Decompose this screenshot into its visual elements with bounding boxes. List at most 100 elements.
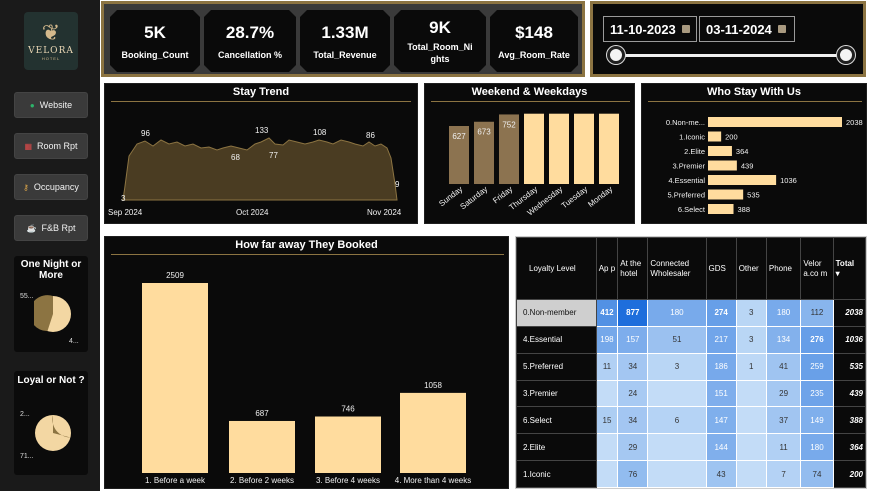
date-slider-track[interactable] — [619, 54, 845, 57]
date-slider-start-handle[interactable] — [607, 46, 625, 64]
row-level-label[interactable]: 3.Premier — [516, 379, 597, 408]
matrix-cell[interactable] — [647, 460, 707, 488]
matrix-cell[interactable]: 134 — [765, 325, 802, 354]
matrix-cell[interactable]: 144 — [705, 433, 737, 462]
website-button[interactable]: ● Website — [14, 92, 88, 118]
row-level-label[interactable]: 1.Iconic — [516, 460, 597, 488]
weekday-bar[interactable] — [574, 113, 594, 184]
matrix-cell[interactable] — [647, 433, 707, 462]
pie-slice-loyal[interactable] — [52, 415, 71, 438]
booked-bar[interactable] — [315, 416, 381, 473]
booked-bar[interactable] — [142, 283, 208, 473]
matrix-row[interactable]: 1.Iconic 76 43 7 74 200 — [516, 460, 867, 488]
matrix-cell[interactable]: 7 — [765, 460, 802, 488]
matrix-cell[interactable]: 217 — [705, 325, 737, 354]
matrix-cell[interactable]: 34 — [617, 352, 649, 381]
fnb-rpt-button[interactable]: ☕ F&B Rpt — [14, 215, 88, 241]
col-header[interactable]: GDS — [705, 237, 737, 300]
matrix-row[interactable]: 5.Preferred 11 34 3 186 1 41 259 535 — [516, 352, 867, 381]
weekday-bar[interactable] — [499, 114, 519, 184]
row-total[interactable]: 439 — [832, 379, 867, 408]
matrix-cell[interactable] — [647, 379, 707, 408]
matrix-cell[interactable]: 235 — [800, 379, 834, 408]
col-header[interactable]: Phone — [765, 237, 802, 300]
matrix-cell[interactable] — [735, 460, 767, 488]
col-header[interactable]: Ap p — [595, 237, 619, 300]
matrix-cell[interactable]: 147 — [705, 406, 737, 435]
col-header[interactable]: Other — [735, 237, 767, 300]
matrix-cell[interactable] — [595, 460, 619, 488]
weekday-bar[interactable] — [599, 113, 619, 184]
who-stay-chart[interactable]: 0.Non-me... 2038 1.Iconic 200 2.Elite 364 3.Pr… — [642, 84, 868, 225]
row-total[interactable]: 535 — [832, 352, 867, 381]
matrix-cell[interactable]: 3 — [735, 299, 767, 327]
stay-trend-chart[interactable] — [105, 84, 419, 225]
matrix-cell[interactable]: 180 — [800, 433, 834, 462]
matrix-cell[interactable] — [595, 433, 619, 462]
row-level-label[interactable]: 4.Essential — [516, 325, 597, 354]
row-total[interactable]: 364 — [832, 433, 867, 462]
matrix-cell[interactable]: 11 — [595, 352, 619, 381]
matrix-cell[interactable]: 74 — [800, 460, 834, 488]
loyalty-bar[interactable] — [708, 117, 842, 127]
row-total[interactable]: 200 — [832, 460, 867, 488]
matrix-cell[interactable]: 34 — [617, 406, 649, 435]
matrix-cell[interactable]: 11 — [765, 433, 802, 462]
weekday-bar[interactable] — [524, 113, 544, 184]
matrix-cell[interactable]: 149 — [800, 406, 834, 435]
stay-trend-area[interactable] — [122, 137, 398, 201]
matrix-row[interactable]: 6.Select 15 34 6 147 37 149 388 — [516, 406, 867, 435]
matrix-cell[interactable]: 41 — [765, 352, 802, 381]
matrix-cell[interactable]: 37 — [765, 406, 802, 435]
matrix-cell[interactable]: 29 — [765, 379, 802, 408]
matrix-row[interactable]: 3.Premier 24 151 29 235 439 — [516, 379, 867, 408]
pie-slice-one-night[interactable] — [34, 295, 53, 332]
matrix-row[interactable]: 2.Elite 29 144 11 180 364 — [516, 433, 867, 462]
matrix-cell[interactable]: 412 — [595, 299, 619, 327]
loyalty-bar[interactable] — [708, 160, 737, 171]
matrix-cell[interactable]: 43 — [705, 460, 737, 488]
col-header[interactable]: Velor a.co m — [800, 237, 834, 300]
row-total[interactable]: 2038 — [832, 299, 867, 327]
loyalty-bar[interactable] — [708, 131, 722, 142]
matrix-cell[interactable]: 259 — [800, 352, 834, 381]
matrix-cell[interactable]: 180 — [765, 299, 802, 327]
matrix-cell[interactable] — [735, 433, 767, 462]
matrix-cell[interactable]: 76 — [617, 460, 649, 488]
matrix-cell[interactable]: 157 — [617, 325, 649, 354]
matrix-cell[interactable]: 198 — [595, 325, 619, 354]
matrix-cell[interactable]: 3 — [647, 352, 707, 381]
one-night-pie[interactable] — [34, 286, 72, 342]
matrix-row[interactable]: 4.Essential 198 157 51 217 3 134 276 1036 — [516, 325, 867, 354]
matrix-cell[interactable]: 180 — [647, 299, 707, 327]
matrix-cell[interactable] — [735, 379, 767, 408]
matrix-cell[interactable]: 24 — [617, 379, 649, 408]
weekday-bar[interactable] — [474, 121, 494, 184]
matrix-cell[interactable]: 29 — [617, 433, 649, 462]
row-level-label[interactable]: 0.Non-member — [516, 299, 597, 327]
matrix-cell[interactable]: 1 — [735, 352, 767, 381]
weekend-chart[interactable]: 627Sunday673Saturday752FridayThursdayWed… — [425, 84, 636, 225]
row-level-label[interactable]: 2.Elite — [516, 433, 597, 462]
matrix-cell[interactable]: 186 — [705, 352, 737, 381]
matrix-cell[interactable]: 112 — [800, 299, 834, 327]
loyalty-bar[interactable] — [708, 204, 734, 214]
matrix-cell[interactable]: 151 — [705, 379, 737, 408]
col-header-total[interactable]: Total ▾ — [832, 237, 867, 300]
end-date-input[interactable]: 03-11-2024 — [699, 16, 795, 42]
col-header[interactable]: At the hotel — [617, 237, 649, 300]
matrix-cell[interactable]: 276 — [800, 325, 834, 354]
booked-chart[interactable]: 2509 1. Before a week 687 2. Before 2 weeks… — [105, 237, 510, 490]
matrix-cell[interactable] — [735, 406, 767, 435]
loyalty-bar[interactable] — [708, 146, 732, 156]
loyal-card[interactable]: Loyal or Not ? 2... 71... — [14, 371, 88, 475]
matrix-cell[interactable] — [595, 379, 619, 408]
date-slider-end-handle[interactable] — [837, 46, 855, 64]
matrix-cell[interactable]: 877 — [617, 299, 649, 327]
start-date-input[interactable]: 11-10-2023 — [603, 16, 697, 42]
weekday-bar[interactable] — [549, 113, 569, 184]
booked-bar[interactable] — [229, 420, 295, 473]
one-night-card[interactable]: One Night or More 55... 4... — [14, 256, 88, 352]
row-level-label[interactable]: 6.Select — [516, 406, 597, 435]
matrix-cell[interactable]: 15 — [595, 406, 619, 435]
